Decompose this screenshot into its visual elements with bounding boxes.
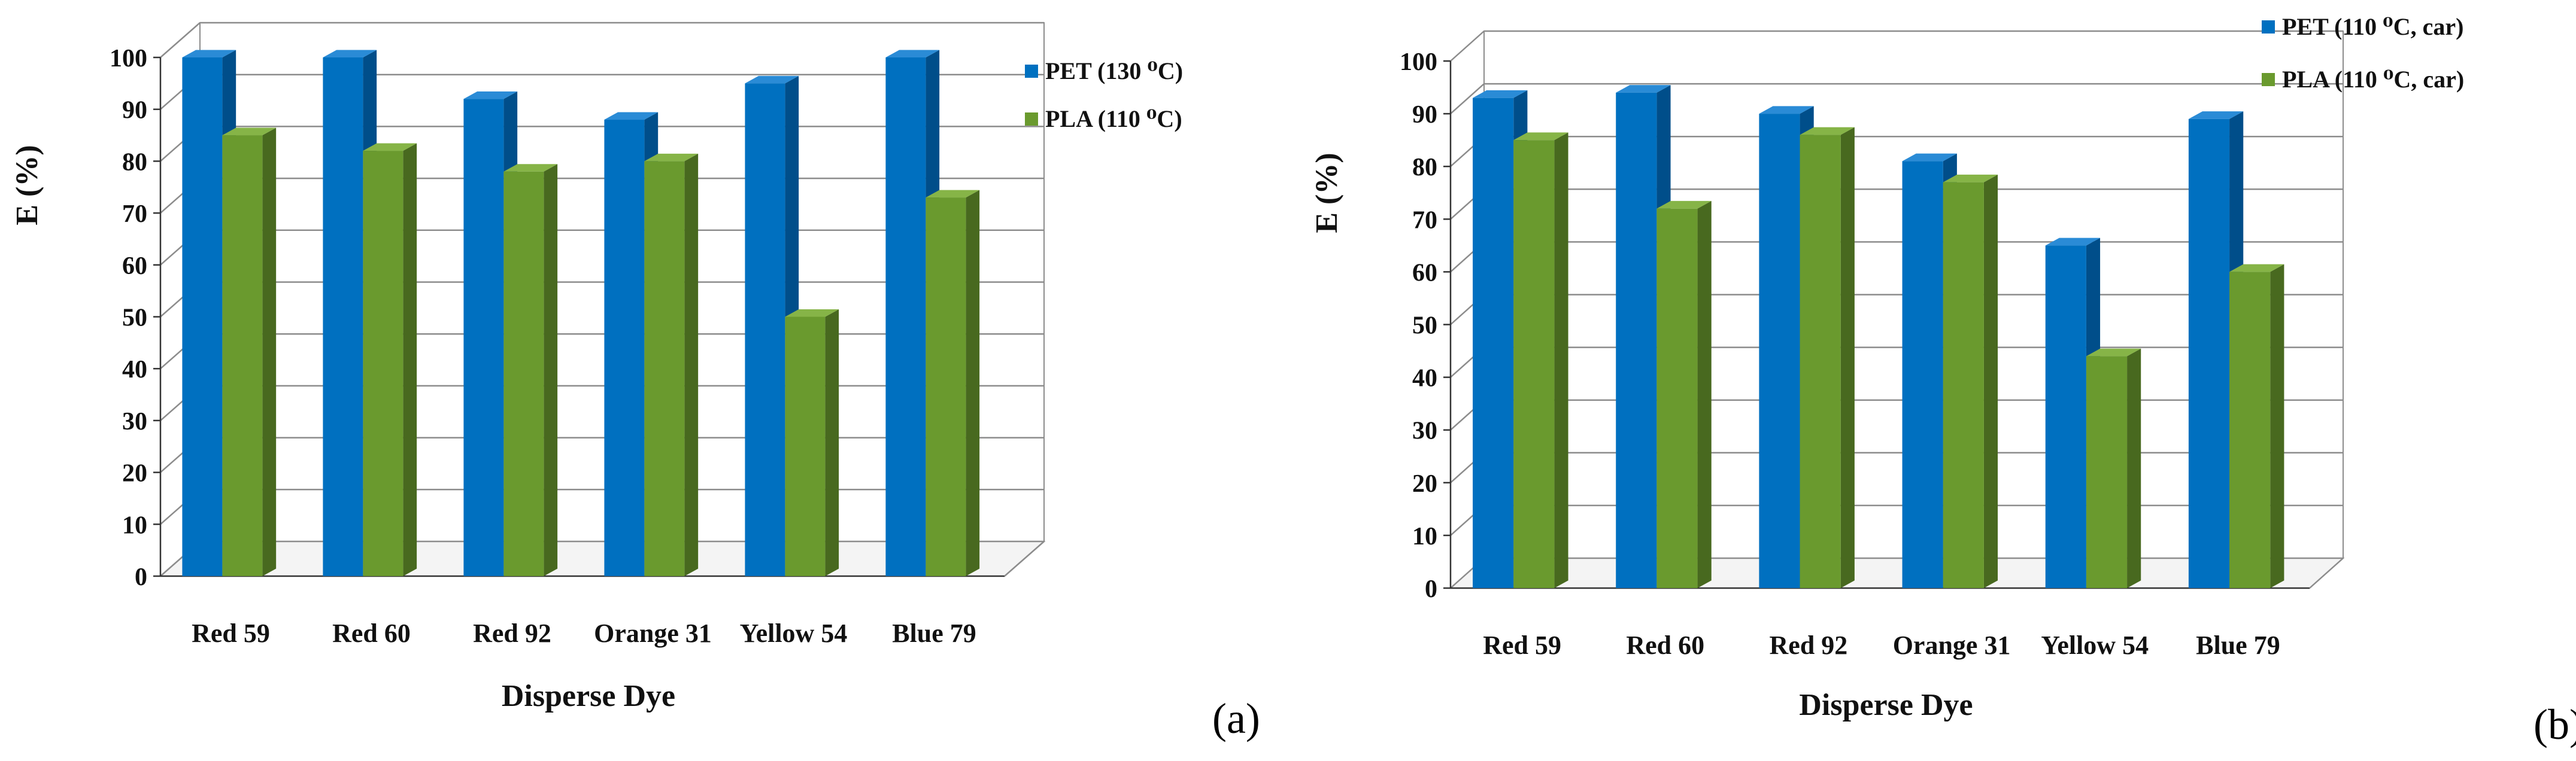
- x-tick-label: Orange 31: [594, 619, 712, 648]
- y-tick-label: 30: [1412, 418, 1437, 445]
- x-tick-label: Yellow 54: [740, 619, 848, 648]
- bar-pla: [2086, 348, 2141, 588]
- panel-label: (b): [2533, 701, 2576, 748]
- y-tick-label: 20: [1412, 470, 1437, 498]
- gridline-side: [160, 22, 201, 58]
- x-axis-label: Disperse Dye: [502, 679, 675, 713]
- y-axis-label: E (%): [1310, 153, 1344, 233]
- y-tick-label: 70: [1412, 206, 1437, 234]
- bar-pla: [503, 164, 558, 576]
- legend-label-pla: PLA (110 ⁰C): [1045, 105, 1182, 132]
- y-tick-label: 40: [1412, 365, 1437, 392]
- bar-pla: [222, 127, 277, 577]
- x-tick-label: Orange 31: [1893, 631, 2011, 660]
- y-axis-label: E (%): [10, 145, 44, 225]
- y-tick-label: 80: [122, 148, 147, 176]
- bar-pla: [2229, 264, 2284, 588]
- y-tick-label: 100: [110, 45, 147, 72]
- y-tick-label: 90: [1412, 101, 1437, 129]
- chart-panel-b: 0 10 20 30 40 50 60 70 80 90 100 Red 59 Red 60 Red 92…: [1310, 13, 2576, 748]
- legend: PET (110 ⁰C, car) PLA (110 ⁰C, car): [2262, 13, 2464, 93]
- bar-pla: [926, 190, 980, 577]
- legend-label-pet: PET (110 ⁰C, car): [2282, 13, 2463, 40]
- bar-pla: [785, 309, 839, 576]
- legend-swatch-pla: [2262, 73, 2275, 86]
- x-axis-label: Disperse Dye: [1799, 688, 1973, 722]
- y-tick-label: 100: [1400, 48, 1437, 76]
- bar-pla: [1656, 200, 1712, 589]
- x-tick-label: Red 60: [332, 619, 411, 648]
- legend-swatch-pet: [2262, 20, 2275, 34]
- x-tick-label: Red 59: [1483, 631, 1561, 660]
- legend-label-pet: PET (130 ⁰C): [1045, 57, 1183, 84]
- gridline-side: [1450, 83, 1485, 115]
- y-tick-label: 70: [122, 200, 147, 228]
- y-tick-label: 10: [122, 512, 147, 539]
- legend-label-pla: PLA (110 ⁰C, car): [2282, 66, 2464, 93]
- plot-area: 0 10 20 30 40 50 60 70 80 90 100 Red 59 Red 60 Red 92…: [110, 22, 1046, 648]
- x-tick-label: Red 92: [473, 619, 551, 648]
- y-tick-label: 40: [122, 356, 147, 383]
- y-tick-label: 0: [1425, 576, 1437, 603]
- x-tick-label: Blue 79: [892, 619, 976, 648]
- chart-panel-a: 0 10 20 30 40 50 60 70 80 90 100 Red 59 Red 60 Red 92…: [10, 22, 1260, 742]
- bar-pla: [1943, 174, 1998, 588]
- bar-pla: [1800, 127, 1855, 589]
- y-tick-label: 60: [1412, 259, 1437, 287]
- y-tick-label: 90: [122, 97, 147, 124]
- y-tick-label: 20: [122, 460, 147, 488]
- y-tick-label: 50: [122, 305, 147, 332]
- bar-pla: [644, 153, 699, 576]
- y-tick-label: 10: [1412, 523, 1437, 550]
- legend-swatch-pet: [1025, 65, 1038, 78]
- plot-area: 0 10 20 30 40 50 60 70 80 90 100 Red 59 Red 60 Red 92…: [1400, 30, 2345, 660]
- legend-swatch-pla: [1025, 112, 1038, 126]
- x-tick-label: Red 60: [1626, 631, 1704, 660]
- y-tick-label: 80: [1412, 154, 1437, 181]
- panel-label: (a): [1212, 695, 1260, 742]
- legend: PET (130 ⁰C) PLA (110 ⁰C): [1025, 57, 1183, 132]
- y-tick-label: 50: [1412, 312, 1437, 340]
- bar-pla: [363, 143, 417, 577]
- x-tick-label: Blue 79: [2196, 631, 2280, 660]
- x-tick-label: Yellow 54: [2041, 631, 2149, 660]
- x-tick-label: Red 92: [1770, 631, 1848, 660]
- y-tick-label: 30: [122, 408, 147, 436]
- gridline-side: [1450, 31, 1485, 62]
- bar-pla: [1513, 132, 1568, 588]
- x-tick-label: Red 59: [192, 619, 270, 648]
- y-tick-label: 0: [135, 564, 147, 591]
- y-tick-label: 60: [122, 252, 147, 280]
